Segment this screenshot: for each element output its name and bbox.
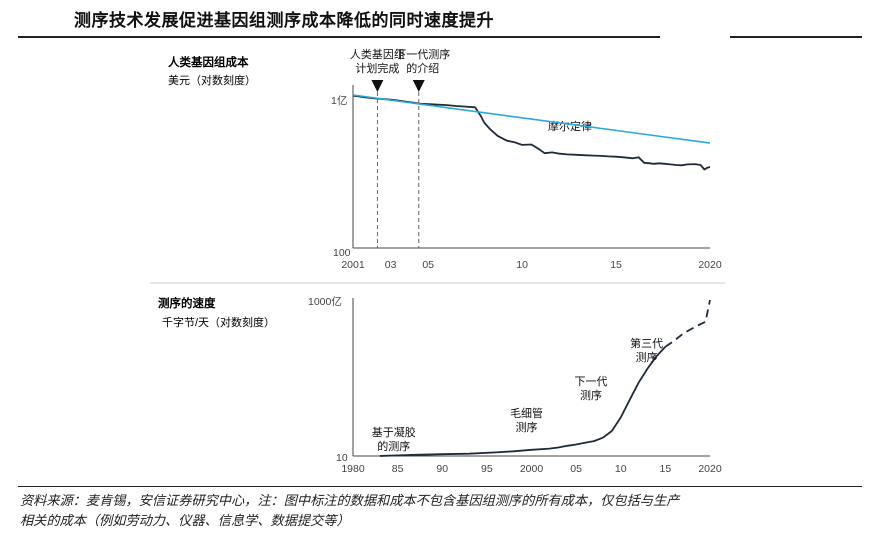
- chart2-xtick-label: 10: [615, 463, 627, 475]
- chart1-xtick-label: 15: [610, 259, 622, 271]
- chart1-ylabel: 美元（对数刻度）: [168, 73, 256, 87]
- chart2-annotation-label: 基于凝胶: [372, 425, 416, 439]
- chart1-annotation-triangle: [371, 80, 384, 92]
- cost-chart: 人类基因组成本 美元（对数刻度） 1亿 100 摩尔定律 2001 03 05 10 1…: [168, 47, 722, 271]
- chart1-ytick-bottom: 100: [333, 247, 351, 259]
- chart2-xtick-label: 85: [392, 463, 404, 475]
- chart1-xtick-label: 10: [516, 259, 528, 271]
- chart1-series-2: [352, 94, 711, 144]
- chart2-title: 测序的速度: [158, 296, 216, 310]
- chart2-annotation-label: 测序: [580, 388, 602, 402]
- chart2-annotation-label: 测序: [516, 420, 538, 434]
- chart2-xtick-label: 2020: [698, 463, 722, 475]
- chart1-annotation-label: 计划完成: [355, 61, 399, 75]
- chart1-series-1: [352, 94, 711, 171]
- chart2-annotation-label: 毛细管: [510, 406, 543, 420]
- chart2-ytick-top: 1000亿: [308, 295, 342, 308]
- chart2-xtick-label: 2000: [520, 463, 544, 475]
- chart1-xtick-label: 03: [385, 259, 397, 271]
- source-note-line-1: 资料来源：麦肯锡，安信证券研究中心，注：图中标注的数据和成本不包含基因组测序的所…: [20, 494, 680, 509]
- title-underline: [18, 36, 862, 38]
- chart1-annotation-triangle: [412, 80, 425, 92]
- chart2-annotation-label: 测序: [636, 350, 658, 364]
- chart2-xtick-label: 05: [570, 463, 582, 475]
- chart2-xtick-label: 90: [436, 463, 448, 475]
- source-note: 资料来源：麦肯锡，安信证券研究中心，注：图中标注的数据和成本不包含基因组测序的所…: [20, 492, 860, 532]
- chart1-xtick-label: 05: [422, 259, 434, 271]
- chart1-xtick-label: 2020: [698, 259, 722, 271]
- chart2-xtick-label: 15: [660, 463, 672, 475]
- title-underline-gap: [660, 35, 730, 39]
- source-note-line-2: 相关的成本（例如劳动力、仪器、信息学、数据提交等）: [20, 514, 350, 529]
- chart1-xtick-label: 2001: [341, 259, 365, 271]
- chart1-annotation-label: 人类基因组: [350, 47, 405, 61]
- chart2-xtick-label: 1980: [341, 463, 365, 475]
- chart2-annotation-label: 的测序: [377, 439, 410, 453]
- chart1-title: 人类基因组成本: [168, 55, 249, 69]
- chart2-annotation-label: 第三代: [630, 336, 663, 350]
- chart2-xtick-label: 95: [481, 463, 493, 475]
- chart2-series-1: [379, 346, 667, 457]
- speed-chart: 测序的速度 千字节/天（对数刻度） 1000亿 10 1980 85 90 95 200…: [158, 295, 722, 475]
- chart1-ytick-top: 1亿: [331, 94, 347, 107]
- page-title: 测序技术发展促进基因组测序成本降低的同时速度提升: [74, 11, 494, 31]
- chart2-annotation-label: 下一代: [575, 375, 608, 388]
- source-top-rule: [18, 486, 862, 487]
- chart2-series-2: [664, 299, 711, 348]
- chart2-ytick-bottom: 10: [336, 452, 348, 464]
- chart1-annotation-label: 下一代测序: [395, 47, 450, 61]
- chart2-ylabel: 千字节/天（对数刻度）: [162, 315, 275, 329]
- chart1-annotation-label: 的介绍: [406, 61, 439, 75]
